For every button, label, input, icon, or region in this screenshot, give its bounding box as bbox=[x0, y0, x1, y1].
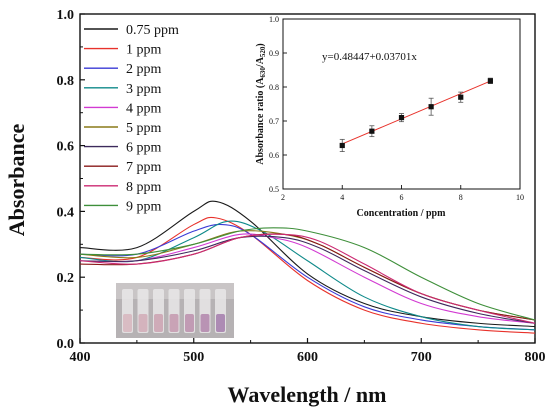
main-x-axis-label: Wavelength / nm bbox=[228, 382, 387, 407]
x-tick-label: 800 bbox=[525, 350, 546, 365]
legend-entry: 9 ppm bbox=[126, 199, 162, 214]
legend-entry: 4 ppm bbox=[126, 101, 162, 116]
inset-y-tick-label: 0.7 bbox=[269, 117, 279, 126]
data-point bbox=[458, 94, 464, 100]
inset-plot-area bbox=[282, 18, 521, 190]
inset-x-tick-label: 4 bbox=[340, 193, 344, 202]
svg-text:Absorbance ratio (A630/A520): Absorbance ratio (A630/A520) bbox=[255, 43, 267, 165]
data-point bbox=[487, 78, 493, 84]
data-point bbox=[369, 128, 375, 134]
inset-y-tick-label: 0.5 bbox=[269, 185, 279, 194]
inset-x-tick-label: 8 bbox=[459, 193, 463, 202]
data-point bbox=[339, 142, 345, 149]
legend-entry: 1 ppm bbox=[126, 43, 162, 58]
cuvette-solution bbox=[169, 314, 179, 332]
fit-line bbox=[342, 80, 491, 145]
inset-x-tick-label: 10 bbox=[516, 193, 524, 202]
cuvette-solution bbox=[154, 314, 163, 332]
inset-y-tick-label: 0.8 bbox=[269, 83, 279, 92]
series-line-7 bbox=[79, 235, 536, 324]
series-line-5 bbox=[79, 233, 536, 324]
x-tick-label: 500 bbox=[183, 350, 204, 365]
cuvette-photo bbox=[116, 283, 234, 338]
series-line-9 bbox=[79, 233, 536, 324]
main-series-group bbox=[79, 200, 536, 334]
y-tick-label: 1.0 bbox=[57, 8, 75, 23]
legend-entry: 5 ppm bbox=[126, 121, 162, 136]
legend: 0.75 ppm 1 ppm 2 ppm 3 ppm 4 ppm 5 ppm 6 ppm 7 … bbox=[84, 23, 179, 214]
y-tick-label: 0.6 bbox=[57, 140, 75, 155]
legend-entry: 0.75 ppm bbox=[126, 23, 179, 38]
inset-y-axis-label: Absorbance ratio (A630/A520) bbox=[255, 43, 267, 165]
inset-chart: 2 4 6 8 10 0.5 0.6 0.7 0.8 0.9 1.0 Concentration /… bbox=[255, 15, 524, 219]
series-line-3 bbox=[79, 223, 536, 331]
y-tick-label: 0.4 bbox=[57, 205, 75, 220]
inset-x-axis-label: Concentration / ppm bbox=[357, 208, 447, 219]
cuvette-solution bbox=[185, 314, 194, 332]
legend-entry: 6 ppm bbox=[126, 141, 162, 156]
inset-y-tick-label: 0.9 bbox=[269, 49, 279, 58]
y-tick-label: 0.0 bbox=[57, 337, 75, 352]
series-line-1 bbox=[79, 200, 536, 328]
legend-entry: 3 ppm bbox=[126, 82, 162, 97]
cuvette-row bbox=[122, 289, 226, 333]
inset-y-tick-label: 0.6 bbox=[269, 151, 279, 160]
fit-equation: y=0.48447+0.03701x bbox=[322, 51, 417, 63]
legend-entry: 8 ppm bbox=[126, 180, 162, 195]
data-point bbox=[428, 104, 434, 110]
cuvette-solution bbox=[216, 314, 225, 332]
inset-x-tick-label: 6 bbox=[400, 193, 404, 202]
x-tick-label: 600 bbox=[297, 350, 318, 365]
x-tick-label: 700 bbox=[411, 350, 432, 365]
legend-entry: 7 ppm bbox=[126, 160, 162, 175]
inset-content: 2 4 6 8 10 0.5 0.6 0.7 0.8 0.9 1.0 bbox=[269, 15, 524, 202]
series-line-10 bbox=[79, 227, 536, 321]
data-point bbox=[398, 115, 405, 121]
cuvette-solution bbox=[123, 314, 132, 332]
inset-y-tick-label: 1.0 bbox=[269, 15, 279, 24]
series-line-2 bbox=[79, 216, 536, 334]
main-y-axis-label: Absorbance bbox=[4, 124, 29, 237]
legend-entry: 2 ppm bbox=[126, 62, 162, 77]
cuvette-solution bbox=[200, 314, 210, 332]
main-ticks: 400 500 600 700 800 0.0 0.2 0.4 0.6 0.8 1.0 bbox=[57, 8, 546, 365]
inset-x-tick-label: 2 bbox=[281, 193, 285, 202]
cuvette-solution bbox=[138, 314, 148, 332]
y-tick-label: 0.2 bbox=[57, 271, 75, 286]
x-tick-label: 400 bbox=[70, 350, 91, 365]
y-tick-label: 0.8 bbox=[57, 74, 75, 89]
